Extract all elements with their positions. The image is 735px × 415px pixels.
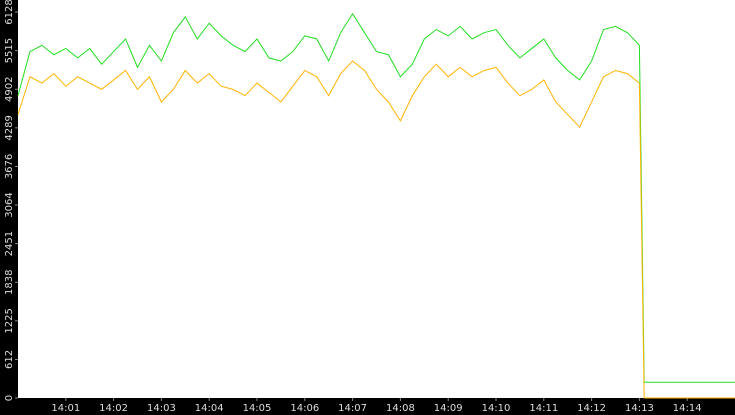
y-tick-label: 1225	[4, 308, 15, 333]
x-tick-label: 14:10	[482, 403, 511, 414]
y-tick-label: 612	[4, 350, 15, 369]
x-tick-label: 14:01	[51, 403, 80, 414]
x-tick-label: 14:07	[338, 403, 367, 414]
x-tick-label: 14:02	[99, 403, 128, 414]
y-tick-label: 4902	[4, 77, 15, 102]
y-tick-label: 4289	[4, 115, 15, 140]
x-tick-label: 14:08	[386, 403, 415, 414]
series-line	[17, 12, 735, 383]
x-tick-label: 14:11	[529, 403, 558, 414]
x-tick-label: 14:05	[243, 403, 272, 414]
y-tick-label: 2451	[4, 231, 15, 256]
y-tick-label: 5515	[4, 38, 15, 63]
plot-area	[18, 0, 735, 398]
x-tick-label: 14:12	[577, 403, 606, 414]
y-tick-label: 0	[4, 395, 15, 401]
y-tick-label: 3064	[4, 192, 15, 217]
x-tick-label: 14:14	[673, 403, 702, 414]
x-tick-label: 14:13	[625, 403, 654, 414]
y-tick-label: 6128	[4, 0, 15, 25]
x-tick-label: 14:06	[290, 403, 319, 414]
series-line	[17, 60, 735, 399]
y-tick-label: 1838	[4, 270, 15, 295]
x-tick-label: 14:09	[434, 403, 463, 414]
x-tick-label: 14:03	[147, 403, 176, 414]
x-tick-label: 14:04	[195, 403, 224, 414]
y-tick-label: 3676	[4, 154, 15, 179]
